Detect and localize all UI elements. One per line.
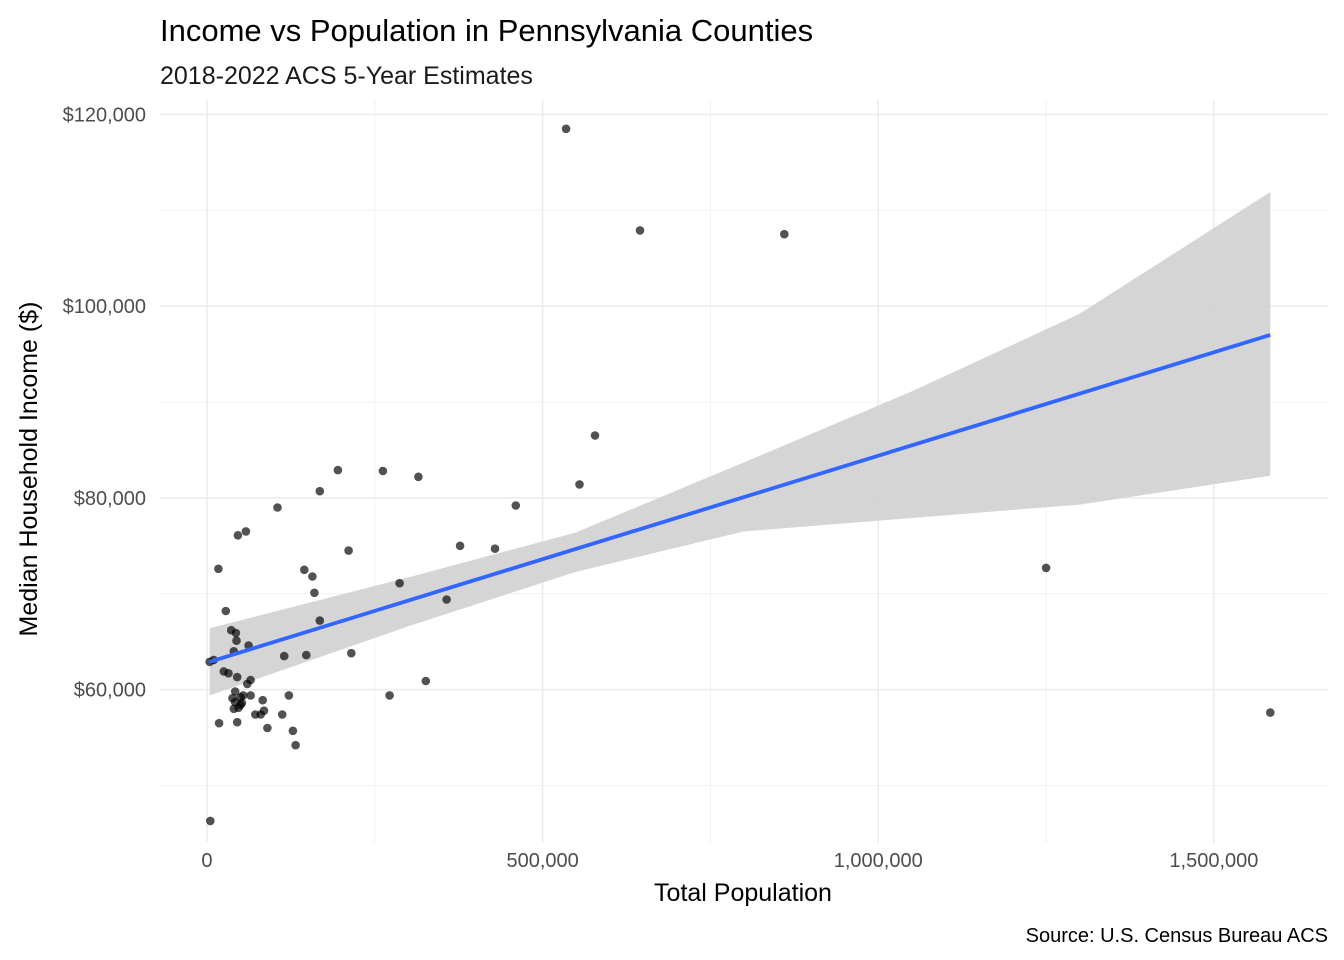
confidence-band: [209, 192, 1271, 696]
x-tick-label: 0: [201, 850, 212, 872]
data-points: [205, 124, 1275, 826]
data-point: [315, 616, 325, 625]
data-point: [232, 717, 242, 727]
data-point: [575, 480, 584, 489]
data-point: [221, 606, 231, 616]
data-point: [308, 572, 317, 581]
x-tick-label: 500,000: [506, 850, 578, 872]
x-axis-title: Total Population: [654, 879, 832, 907]
data-point: [635, 226, 645, 235]
data-point: [214, 718, 224, 728]
y-axis-tick-labels: $60,000 $80,000 $100,000 $120,000: [63, 104, 146, 701]
data-point: [231, 628, 241, 638]
y-tick-label: $120,000: [63, 104, 146, 126]
data-point: [263, 723, 272, 733]
data-point: [246, 691, 255, 700]
data-point: [590, 431, 600, 440]
x-tick-label: 1,000,000: [834, 850, 923, 872]
data-point: [258, 695, 268, 705]
chart-subtitle: 2018-2022 ACS 5-Year Estimates: [160, 62, 533, 90]
trend-line-layer: [209, 333, 1271, 664]
data-point: [232, 672, 242, 682]
data-point: [237, 698, 247, 708]
y-tick-label: $80,000: [74, 488, 146, 510]
data-point: [395, 578, 404, 588]
data-point: [344, 546, 353, 555]
data-point: [246, 675, 255, 685]
data-point: [302, 650, 311, 660]
data-point: [300, 565, 309, 575]
data-point: [561, 124, 571, 134]
data-point: [310, 588, 319, 598]
data-point: [233, 531, 243, 540]
x-tick-label: 1,500,000: [1169, 850, 1258, 872]
data-point: [442, 595, 451, 604]
data-point: [232, 636, 241, 645]
x-axis-tick-labels: 0 500,000 1,000,000 1,500,000: [201, 850, 1258, 872]
data-point: [284, 691, 294, 700]
data-point: [238, 691, 248, 700]
chart-caption: Source: U.S. Census Bureau ACS: [1026, 925, 1328, 947]
data-point: [291, 740, 300, 750]
data-point: [315, 486, 325, 496]
data-point: [378, 466, 388, 476]
y-tick-label: $100,000: [63, 296, 146, 318]
data-point: [273, 503, 282, 512]
data-point: [224, 669, 233, 678]
data-point: [214, 564, 223, 574]
data-point: [511, 501, 521, 510]
data-point: [1266, 708, 1275, 717]
chart-title: Income vs Population in Pennsylvania Cou…: [160, 13, 813, 48]
data-point: [414, 472, 423, 482]
y-axis-title: Median Household Income ($): [15, 302, 43, 637]
data-point: [288, 726, 298, 736]
data-point: [230, 687, 240, 696]
trend-line: [209, 333, 1271, 664]
data-point: [421, 676, 431, 686]
y-tick-label: $60,000: [74, 680, 146, 702]
data-point: [277, 710, 287, 719]
data-point: [455, 541, 465, 551]
data-point: [279, 651, 289, 661]
data-point: [333, 465, 343, 475]
confidence-band-layer: [209, 192, 1271, 696]
data-point: [1041, 563, 1051, 573]
data-point: [385, 691, 394, 700]
data-point: [347, 648, 356, 658]
data-point: [780, 229, 789, 239]
data-point: [206, 816, 215, 826]
data-point: [241, 527, 251, 536]
data-point: [259, 706, 269, 715]
data-point: [490, 544, 500, 553]
